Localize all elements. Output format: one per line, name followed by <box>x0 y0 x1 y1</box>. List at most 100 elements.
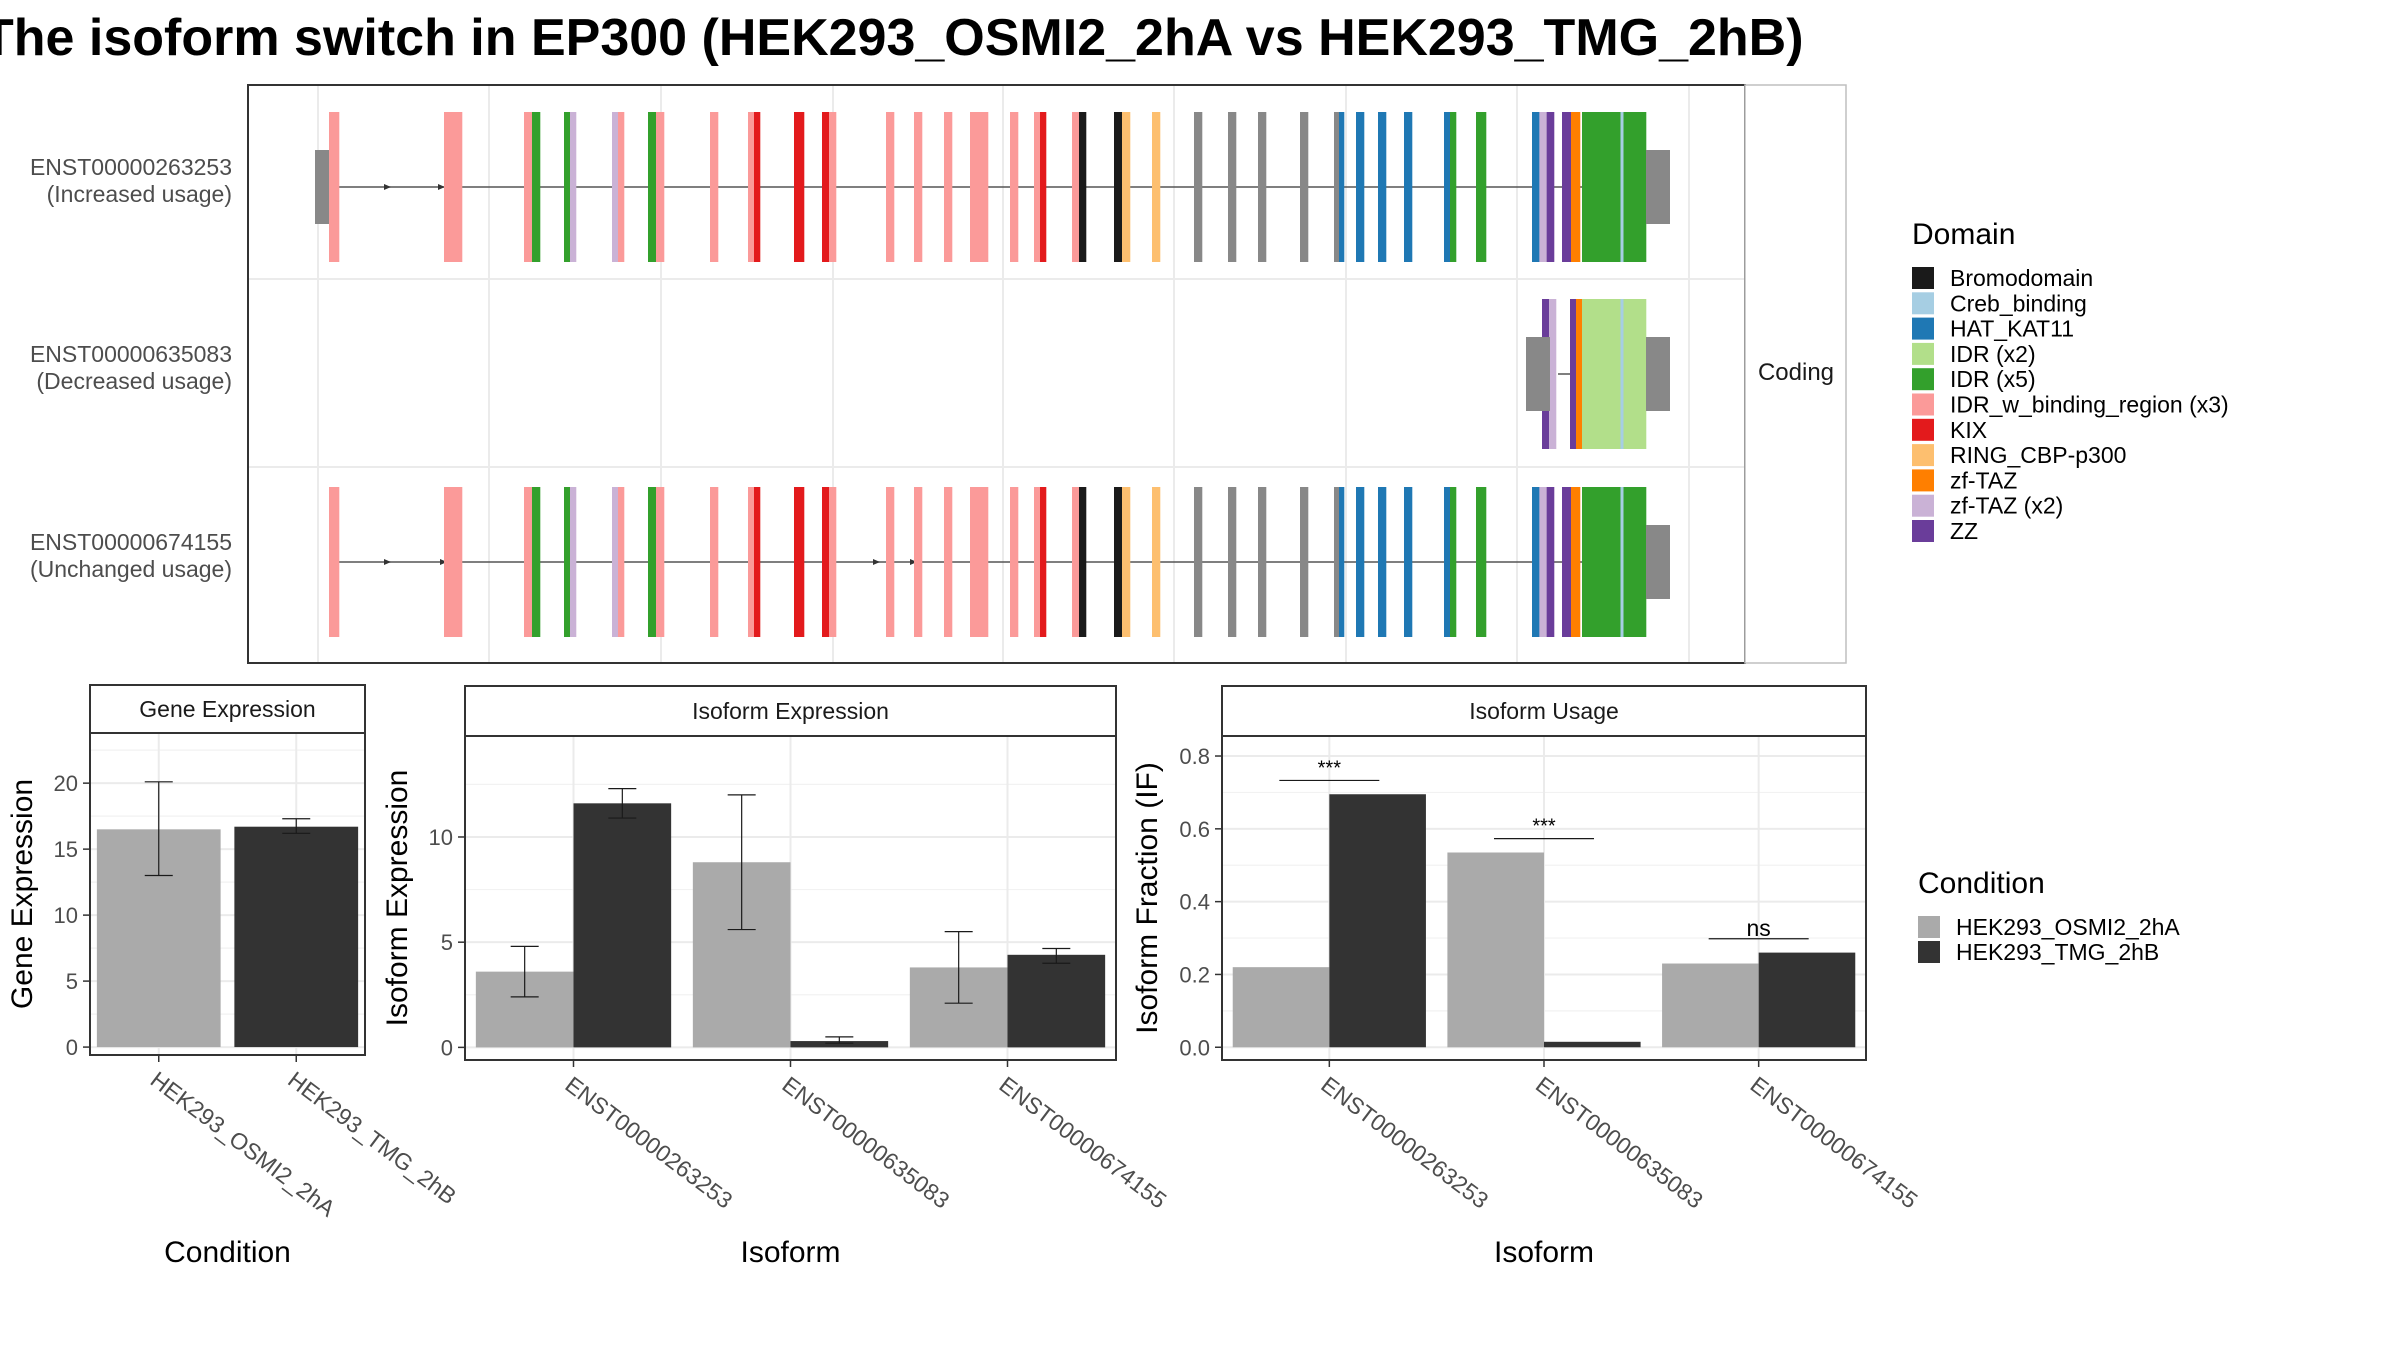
coding-exon <box>1378 112 1387 262</box>
y-tick-label: 0.2 <box>1179 962 1210 987</box>
coding-exon <box>1532 487 1540 637</box>
coding-exon <box>1570 299 1577 449</box>
coding-exon <box>1476 112 1487 262</box>
utr-exon <box>1646 150 1670 224</box>
domain-legend-title: Domain <box>1912 218 2015 251</box>
y-axis-title: Isoform Fraction (IF) <box>1131 762 1164 1034</box>
coding-exon <box>1444 487 1451 637</box>
y-tick-label: 10 <box>429 825 453 850</box>
coding-exon <box>570 112 577 262</box>
coding-exon <box>656 487 665 637</box>
coding-exon <box>329 112 340 262</box>
utr-exon <box>315 150 329 224</box>
x-tick-label: ENST00000635083 <box>777 1071 954 1213</box>
coding-exon <box>1334 112 1340 262</box>
y-axis-title: Isoform Expression <box>381 770 414 1027</box>
coding-exon <box>1582 299 1647 449</box>
coding-exon <box>1450 112 1457 262</box>
coding-exon <box>618 487 625 637</box>
domain-legend-label: HAT_KAT11 <box>1950 316 2074 342</box>
coding-exon <box>1571 112 1581 262</box>
isoform-row-label: ENST00000635083 <box>30 341 232 367</box>
coding-exon <box>829 112 837 262</box>
domain-legend-label: Bromodomain <box>1950 265 2093 291</box>
coding-exon <box>570 487 577 637</box>
domain-legend-key <box>1912 342 1934 365</box>
coding-exon <box>1152 487 1161 637</box>
y-tick-label: 0.8 <box>1179 744 1210 769</box>
coding-exon <box>1576 299 1583 449</box>
domain-legend-key <box>1912 494 1934 517</box>
coding-exon <box>1546 487 1555 637</box>
panel-title: Isoform Usage <box>1469 698 1619 724</box>
domain-legend-label: zf-TAZ <box>1950 467 2017 493</box>
coding-exon <box>1258 487 1267 637</box>
coding-exon <box>532 112 541 262</box>
coding-exon <box>754 487 761 637</box>
x-axis-title: Condition <box>164 1236 291 1269</box>
condition-legend-key <box>1918 941 1940 963</box>
coding-exon <box>1258 112 1267 262</box>
coding-exon <box>886 112 895 262</box>
transcript-row <box>329 487 1670 637</box>
coding-exon <box>822 487 830 637</box>
coding-exon <box>1378 487 1387 637</box>
coding-exon <box>618 112 625 262</box>
y-tick-label: 15 <box>54 837 78 862</box>
x-tick-label: ENST00000635083 <box>1531 1071 1708 1213</box>
coding-exon <box>1562 112 1572 262</box>
coding-exon <box>1539 112 1547 262</box>
domain-legend-key <box>1912 317 1934 340</box>
coding-exon <box>1404 112 1413 262</box>
coding-exon <box>656 112 665 262</box>
direction-arrow <box>438 184 445 190</box>
x-axis-title: Isoform <box>740 1236 840 1269</box>
coding-exon <box>1444 112 1451 262</box>
significance-label: *** <box>1532 816 1556 838</box>
facet-strip <box>89 684 366 734</box>
coding-exon <box>1404 487 1413 637</box>
facet-strip <box>1221 685 1867 737</box>
panel-title: Gene Expression <box>139 696 315 722</box>
coding-exon <box>1562 487 1572 637</box>
significance-label: ns <box>1747 915 1771 941</box>
coding-exon <box>648 112 657 262</box>
coding-exon <box>748 112 755 262</box>
coding-exon <box>1532 112 1540 262</box>
domain-legend-key <box>1912 393 1934 416</box>
bar <box>1232 967 1330 1048</box>
y-axis-title: Gene Expression <box>6 779 39 1009</box>
bar <box>1662 963 1759 1048</box>
coding-exon <box>754 112 761 262</box>
coding-exon <box>1476 487 1487 637</box>
coding-exon <box>1122 487 1131 637</box>
coding-exon <box>944 487 953 637</box>
coding-exon <box>1079 487 1087 637</box>
domain-legend-key <box>1912 418 1934 441</box>
coding-exon <box>970 487 989 637</box>
y-tick-label: 0.6 <box>1179 817 1210 842</box>
bar <box>1329 794 1426 1048</box>
coding-exon <box>1040 112 1047 262</box>
coding-exon <box>444 112 463 262</box>
condition-legend-label: HEK293_TMG_2hB <box>1956 939 2159 965</box>
coding-exon <box>1152 112 1161 262</box>
legends: DomainBromodomainCreb_bindingHAT_KAT11ID… <box>1912 218 2229 965</box>
domain-legend-label: Creb_binding <box>1950 290 2087 316</box>
transcript-row <box>315 112 1670 262</box>
domain-legend-key <box>1912 469 1934 492</box>
coding-exon <box>524 112 533 262</box>
coding-exon <box>1010 112 1019 262</box>
isoform-row-label: ENST00000263253 <box>30 154 232 180</box>
structure-strip-label: Coding <box>1758 359 1834 386</box>
coding-exon <box>1546 112 1555 262</box>
condition-legend-title: Condition <box>1918 867 2045 900</box>
coding-exon <box>1549 299 1557 449</box>
direction-arrow <box>440 559 447 565</box>
isoform-expression-panel: Isoform Expression 0 5 10 ENST00000263253 ENS… <box>381 685 1172 1269</box>
coding-exon <box>794 112 805 262</box>
coding-exon <box>794 487 805 637</box>
isoform-usage-label: (Decreased usage) <box>36 368 232 394</box>
direction-arrow <box>384 559 391 565</box>
domain-legend-label: ZZ <box>1950 518 1978 544</box>
